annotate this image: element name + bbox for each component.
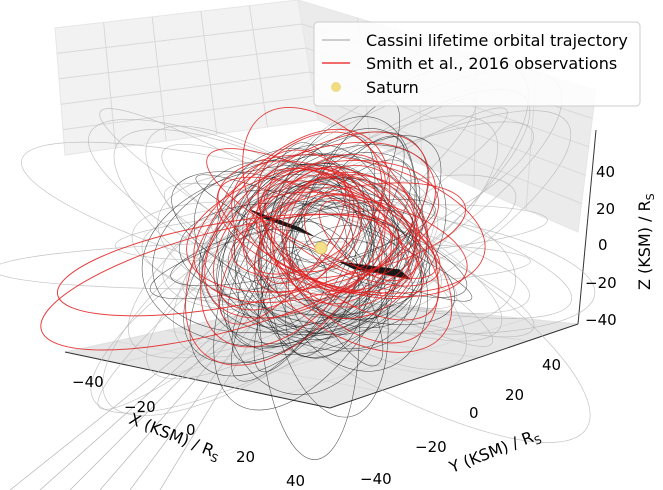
observation-trace	[231, 182, 467, 280]
observation-trace	[56, 213, 394, 317]
orbit-trace	[265, 201, 354, 264]
observation-trace	[217, 176, 425, 299]
z-axis-label: Z (KSM) / RS	[635, 193, 657, 290]
observation-trace	[204, 131, 430, 319]
z-tick-label: 0	[598, 236, 608, 254]
orbit-trace	[171, 171, 456, 325]
observation-trace	[259, 173, 417, 292]
trajectory-trace	[211, 206, 530, 314]
trajectory-trace	[99, 257, 302, 490]
legend-label-saturn: Saturn	[366, 78, 419, 97]
observation-trace	[281, 174, 429, 294]
trajectory-trace	[39, 257, 302, 490]
observation-trace	[186, 160, 440, 293]
y-tick-labels: −40 −20 0 20 40	[360, 356, 561, 488]
grid-line	[117, 302, 371, 364]
observation-trace	[185, 128, 391, 366]
y-tick-label: −20	[415, 438, 447, 456]
observation-trace	[193, 141, 436, 304]
grid-line	[62, 95, 315, 131]
grid-line	[60, 71, 311, 105]
orbit-trace	[230, 135, 405, 382]
x-tick-label: 40	[286, 472, 305, 490]
orbit-trace	[257, 142, 361, 460]
observation-trace	[200, 131, 383, 348]
y-tick-label: 0	[469, 404, 479, 422]
legend-swatch-saturn	[331, 82, 341, 92]
observation-trace	[216, 154, 486, 294]
z-tick-label: 20	[596, 200, 615, 218]
observation-trace	[40, 213, 400, 351]
saturn-marker	[314, 241, 328, 255]
legend-label-trajectory: Cassini lifetime orbital trajectory	[366, 31, 628, 50]
trajectory-trace	[9, 257, 302, 490]
z-axis-line	[577, 129, 597, 325]
back-pane-left	[54, 0, 319, 156]
grid-line	[151, 16, 167, 142]
z-tick-label: −40	[585, 311, 617, 329]
orbit-trace	[221, 144, 398, 395]
observation-trace	[242, 106, 439, 344]
observation-trace	[263, 180, 441, 287]
orbit-trace	[152, 153, 424, 334]
grid-line	[248, 5, 268, 128]
observation-orbits	[40, 106, 486, 366]
orbit-trace	[195, 174, 473, 302]
y-tick-label: 20	[505, 386, 524, 404]
grid-line	[56, 23, 303, 54]
observation-trace	[258, 176, 351, 284]
y-tick-label: −40	[360, 470, 392, 488]
observation-trace	[319, 199, 410, 282]
x-axis-label: X (KSM) / RS	[125, 409, 223, 466]
observation-trace	[303, 194, 403, 276]
trajectory-trace	[129, 257, 302, 490]
trajectory-trace	[145, 125, 467, 370]
orbit-trace	[234, 162, 400, 341]
observation-trace	[273, 171, 421, 319]
x-tick-label: −40	[72, 373, 104, 391]
grid-line	[166, 329, 430, 375]
y-tick-label: 40	[542, 356, 561, 374]
grid-line	[103, 22, 117, 149]
orbit-trace	[216, 148, 372, 327]
z-tick-label: 40	[596, 163, 615, 181]
cassini-dense-orbits	[141, 100, 473, 460]
legend-label-observations: Smith et al., 2016 observations	[366, 54, 617, 73]
x-tick-label: 20	[236, 448, 255, 466]
observation-trace	[254, 186, 360, 293]
y-axis-line	[329, 323, 579, 409]
y-axis-label: Y (KSM) / RS	[446, 425, 544, 480]
z-tick-labels: −40 −20 0 20 40	[585, 163, 617, 329]
z-tick-label: −20	[585, 274, 617, 292]
observation-trace	[231, 160, 453, 353]
observation-trace	[206, 148, 438, 279]
x-tick-label: 0	[186, 421, 196, 439]
legend-box	[313, 21, 641, 107]
legend: Cassini lifetime orbital trajectory Smit…	[313, 21, 641, 107]
axis-lines	[64, 129, 597, 409]
x-tick-label: −20	[124, 398, 156, 416]
trajectory-trace	[182, 121, 534, 302]
observation-trace	[260, 167, 418, 296]
grid-line	[115, 340, 380, 392]
orbit-trace	[260, 238, 395, 336]
grid-line	[200, 11, 218, 135]
x-tick-labels: −40 −20 0 20 40	[72, 373, 305, 490]
grid-line	[58, 47, 307, 80]
observation-trace	[242, 153, 386, 275]
x-axis-line	[64, 351, 331, 409]
observation-trace	[283, 193, 392, 305]
